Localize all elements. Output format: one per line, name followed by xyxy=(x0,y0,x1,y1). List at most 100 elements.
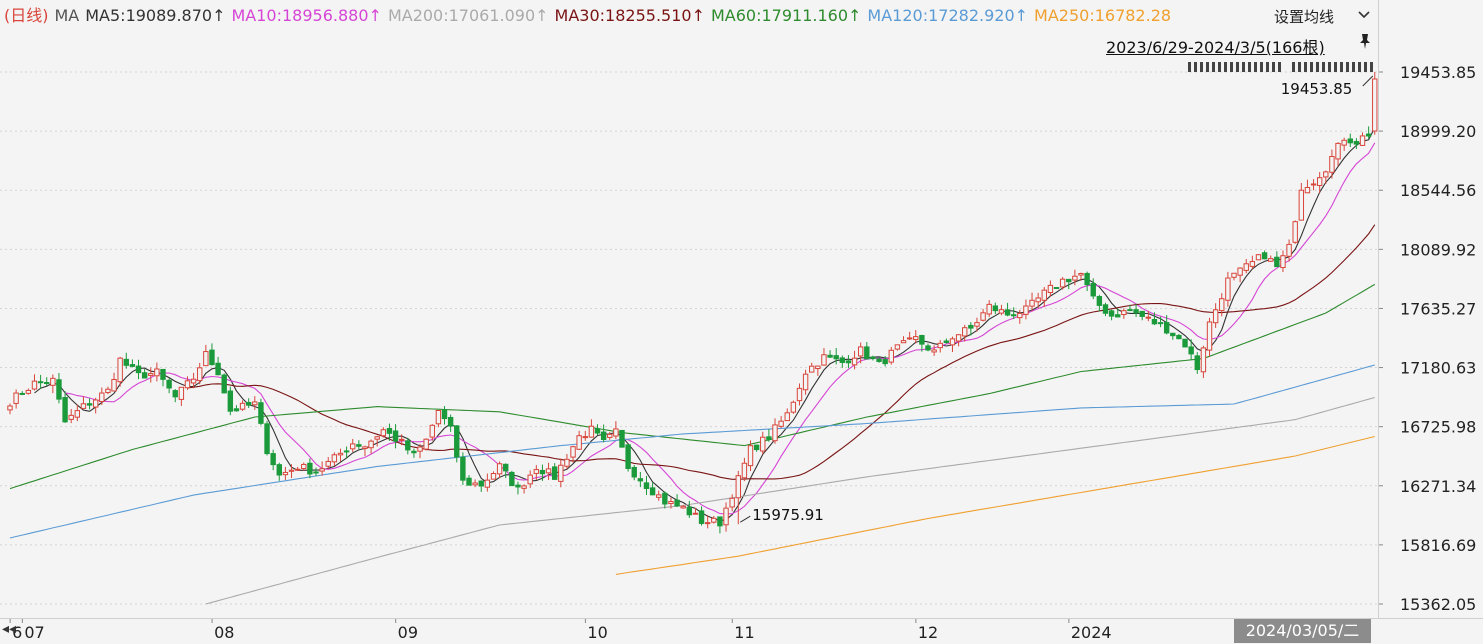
candle-body xyxy=(270,453,276,466)
candle-body xyxy=(368,440,374,449)
candle-body xyxy=(735,475,741,499)
candle-body xyxy=(1353,140,1360,145)
candle-body xyxy=(1115,314,1121,318)
candle-body xyxy=(1041,289,1047,301)
ma30-line xyxy=(187,224,1376,480)
candle-body xyxy=(551,466,558,480)
candlesticks xyxy=(7,72,1378,534)
candle-body xyxy=(888,349,894,363)
ma-legend-item: MA60:17911.160↑ xyxy=(710,6,862,25)
candle-body xyxy=(1237,267,1243,276)
top-dot xyxy=(1200,62,1203,72)
x-tick-label: 12 xyxy=(918,623,938,642)
ma-legend-items: MA5:19089.870↑ MA10:18956.880↑ MA200:17061… xyxy=(85,6,1177,25)
scroll-left-icon[interactable]: ◂◂ xyxy=(2,621,17,637)
candle-body xyxy=(1261,252,1268,260)
candle-body xyxy=(815,365,821,370)
candle-body xyxy=(1072,275,1078,281)
candle-body xyxy=(154,368,160,377)
ma200-line xyxy=(205,396,1375,605)
ma120-line xyxy=(9,364,1375,539)
grid-lines: 19453.85 18999.20 18544.56 18089.92 17635.27… xyxy=(0,63,1476,642)
candle-body xyxy=(1176,334,1182,340)
candle-body xyxy=(943,340,950,344)
candle-body xyxy=(337,452,344,456)
candle-body xyxy=(197,367,203,382)
candle-body xyxy=(99,392,105,402)
candle-body xyxy=(276,464,282,476)
date-range-label[interactable]: 2023/6/29-2024/3/5(166根) xyxy=(1106,38,1325,57)
candle-body xyxy=(417,446,423,452)
candle-body xyxy=(521,485,527,489)
candle-body xyxy=(282,471,289,476)
candle-body xyxy=(178,386,185,400)
candle-body xyxy=(1243,263,1249,271)
candle-body xyxy=(1010,314,1017,317)
candle-body xyxy=(1127,309,1133,312)
candle-body xyxy=(294,468,301,471)
candle-body xyxy=(766,436,772,440)
candle-body xyxy=(1188,346,1194,355)
candle-body xyxy=(588,425,595,438)
candle-body xyxy=(809,365,815,373)
candle-body xyxy=(478,480,484,487)
candle-body xyxy=(496,463,503,475)
candle-body xyxy=(962,327,968,337)
candle-body xyxy=(441,409,448,420)
ma-legend-item: MA200:17061.090↑ xyxy=(387,6,549,25)
candle-body xyxy=(882,359,888,365)
candle-body xyxy=(203,351,209,367)
candle-body xyxy=(955,334,962,342)
candle-body xyxy=(913,336,919,341)
y-tick-label: 15816.69 xyxy=(1400,536,1476,555)
candle-body xyxy=(490,473,497,480)
candle-body xyxy=(221,374,227,394)
candle-body xyxy=(1090,283,1096,297)
ma-legend-item: MA250:16782.28 xyxy=(1034,6,1172,25)
candle-body xyxy=(876,358,882,362)
candle-body xyxy=(111,378,117,392)
ma60-line xyxy=(9,283,1376,490)
top-dot xyxy=(1188,62,1191,72)
candle-body xyxy=(796,387,803,402)
top-dot xyxy=(1292,62,1295,72)
x-tick-label: 08 xyxy=(214,623,234,642)
candle-body xyxy=(698,510,705,524)
candle-body xyxy=(386,428,393,434)
candle-body xyxy=(1335,142,1341,160)
y-tick-label: 18089.92 xyxy=(1400,240,1476,259)
set-ma-button[interactable]: 设置均线 xyxy=(1274,8,1335,26)
candle-body xyxy=(1292,221,1298,243)
candle-body xyxy=(429,424,435,438)
candle-body xyxy=(1066,278,1072,283)
candle-body xyxy=(466,477,472,486)
candle-body xyxy=(845,360,852,364)
top-dot xyxy=(1272,62,1275,72)
candle-body xyxy=(992,305,999,312)
candle-body xyxy=(1163,322,1170,334)
candle-body xyxy=(558,464,564,482)
chevron-down-icon[interactable] xyxy=(1355,6,1373,24)
candle-body xyxy=(894,344,901,350)
annotations: 19453.85 15975.91 xyxy=(740,62,1374,524)
candle-body xyxy=(148,373,154,376)
y-tick-label: 17180.63 xyxy=(1400,359,1476,378)
x-tick-label: 6 xyxy=(12,623,22,642)
candle-body xyxy=(717,516,723,527)
y-tick-label: 19453.85 xyxy=(1400,63,1476,82)
candle-body xyxy=(37,381,44,384)
candle-body xyxy=(968,324,974,329)
low-price-label: 15975.91 xyxy=(752,506,824,524)
candle-body xyxy=(117,357,123,383)
pin-icon[interactable] xyxy=(1356,32,1374,50)
candle-body xyxy=(680,505,686,509)
candle-body xyxy=(625,444,631,469)
top-dot xyxy=(1266,62,1269,72)
candle-body xyxy=(92,399,99,408)
candle-body xyxy=(870,356,876,360)
candle-body xyxy=(356,444,362,447)
candle-body xyxy=(1255,254,1262,261)
candle-body xyxy=(937,342,943,349)
